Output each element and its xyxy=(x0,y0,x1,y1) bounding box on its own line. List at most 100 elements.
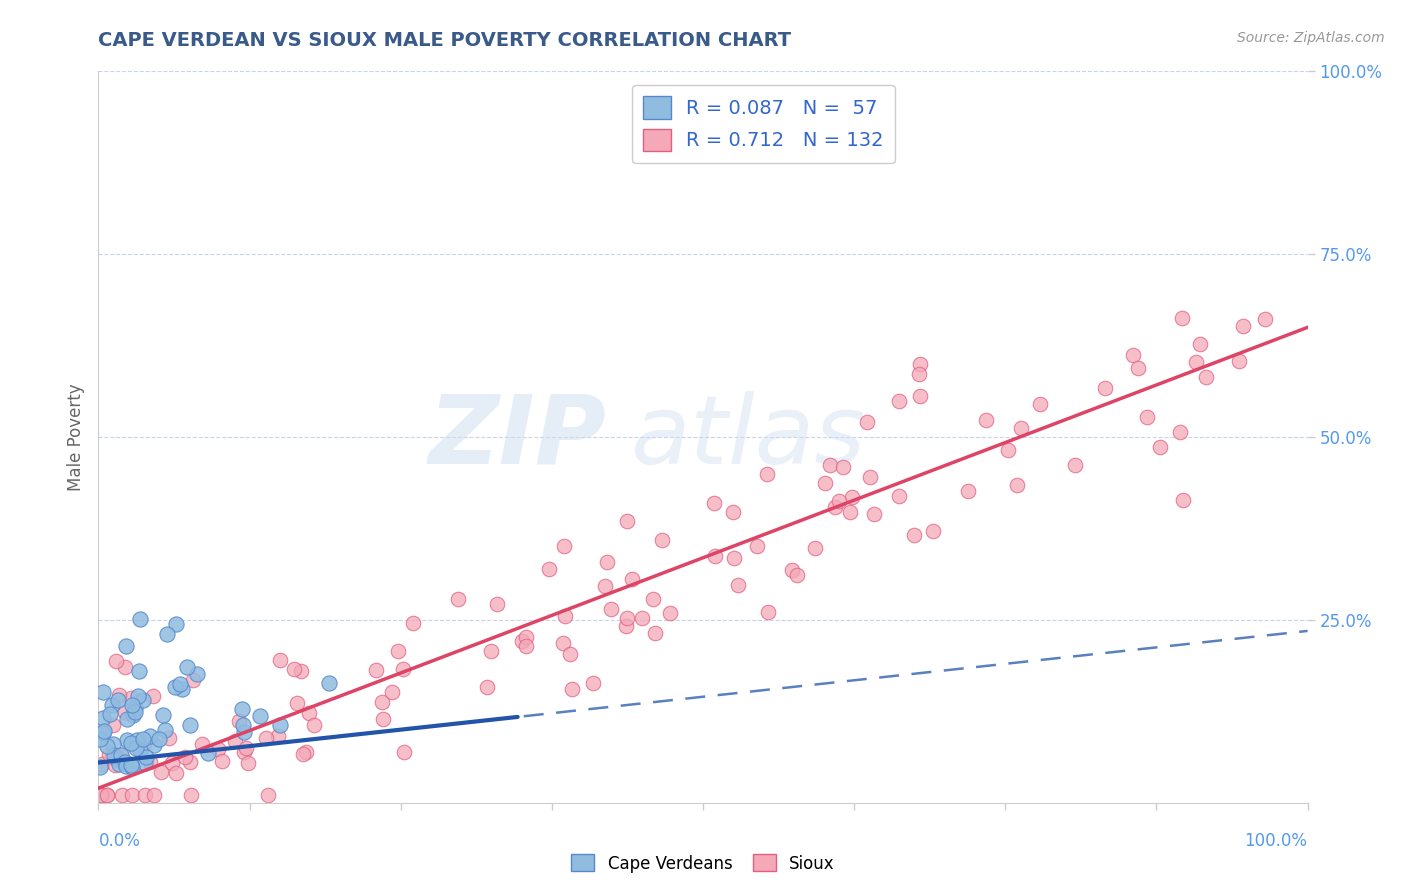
Point xyxy=(755,467,778,481)
Point xyxy=(120,758,142,772)
Point xyxy=(269,653,291,667)
Point xyxy=(723,551,745,566)
Point xyxy=(1232,318,1254,333)
Point xyxy=(908,389,931,403)
Point xyxy=(115,712,138,726)
Point xyxy=(481,644,503,658)
Point xyxy=(101,698,124,712)
Point xyxy=(366,663,388,677)
Point xyxy=(121,789,143,803)
Point xyxy=(124,705,146,719)
Point xyxy=(616,514,638,528)
Point xyxy=(832,460,855,475)
Point xyxy=(392,745,415,759)
Point xyxy=(165,616,187,631)
Point xyxy=(235,741,257,756)
Point xyxy=(207,742,229,756)
Point xyxy=(957,484,980,499)
Point xyxy=(295,745,318,759)
Point xyxy=(134,788,156,802)
Point xyxy=(129,743,152,757)
Point xyxy=(756,605,779,619)
Point xyxy=(108,688,131,702)
Point xyxy=(1253,312,1275,326)
Point xyxy=(269,718,291,732)
Point xyxy=(786,568,808,582)
Point xyxy=(593,579,616,593)
Point xyxy=(596,555,619,569)
Point xyxy=(197,746,219,760)
Point xyxy=(103,748,125,763)
Point xyxy=(114,659,136,673)
Point xyxy=(804,541,827,556)
Point xyxy=(105,751,128,765)
Point xyxy=(90,789,112,803)
Point xyxy=(172,682,194,697)
Point xyxy=(974,413,997,427)
Point xyxy=(91,685,114,699)
Point xyxy=(582,676,605,690)
Point xyxy=(1136,410,1159,425)
Text: 100.0%: 100.0% xyxy=(1244,832,1308,850)
Point xyxy=(921,524,943,538)
Point xyxy=(560,647,582,661)
Point xyxy=(96,789,118,803)
Point xyxy=(108,756,131,771)
Point xyxy=(233,746,256,760)
Point xyxy=(1194,369,1216,384)
Point xyxy=(814,475,837,490)
Text: CAPE VERDEAN VS SIOUX MALE POVERTY CORRELATION CHART: CAPE VERDEAN VS SIOUX MALE POVERTY CORRE… xyxy=(98,31,792,50)
Point xyxy=(721,505,744,519)
Y-axis label: Male Poverty: Male Poverty xyxy=(66,384,84,491)
Point xyxy=(104,654,127,668)
Point xyxy=(828,494,851,508)
Point xyxy=(824,500,846,515)
Point xyxy=(96,739,118,753)
Point xyxy=(651,533,673,547)
Point xyxy=(291,747,314,761)
Point xyxy=(818,458,841,472)
Point xyxy=(1010,421,1032,435)
Point xyxy=(551,636,574,650)
Point xyxy=(142,689,165,703)
Point xyxy=(839,505,862,519)
Point xyxy=(114,705,136,719)
Point xyxy=(1028,397,1050,411)
Point xyxy=(641,591,664,606)
Point xyxy=(127,689,149,703)
Point xyxy=(447,591,470,606)
Point xyxy=(302,718,325,732)
Point xyxy=(841,490,863,504)
Point xyxy=(100,749,122,764)
Point xyxy=(745,539,768,553)
Point xyxy=(132,731,155,746)
Point xyxy=(157,731,180,746)
Point xyxy=(285,696,308,710)
Point xyxy=(93,724,115,739)
Point xyxy=(236,756,259,770)
Point xyxy=(191,737,214,751)
Point xyxy=(156,627,179,641)
Point xyxy=(121,698,143,712)
Point xyxy=(485,597,508,611)
Point xyxy=(703,496,725,510)
Point xyxy=(256,789,278,803)
Point xyxy=(1005,478,1028,492)
Point xyxy=(1168,425,1191,439)
Point xyxy=(599,602,621,616)
Point xyxy=(174,749,197,764)
Text: atlas: atlas xyxy=(630,391,866,483)
Point xyxy=(1094,381,1116,395)
Point xyxy=(181,673,204,687)
Point xyxy=(90,757,112,772)
Point xyxy=(124,740,146,755)
Point xyxy=(1149,441,1171,455)
Point xyxy=(402,616,425,631)
Point xyxy=(111,789,134,803)
Point xyxy=(907,367,929,381)
Point xyxy=(132,693,155,707)
Legend: R = 0.087   N =  57, R = 0.712   N = 132: R = 0.087 N = 57, R = 0.712 N = 132 xyxy=(631,85,896,162)
Point xyxy=(703,549,725,563)
Point xyxy=(477,680,499,694)
Point xyxy=(139,729,162,743)
